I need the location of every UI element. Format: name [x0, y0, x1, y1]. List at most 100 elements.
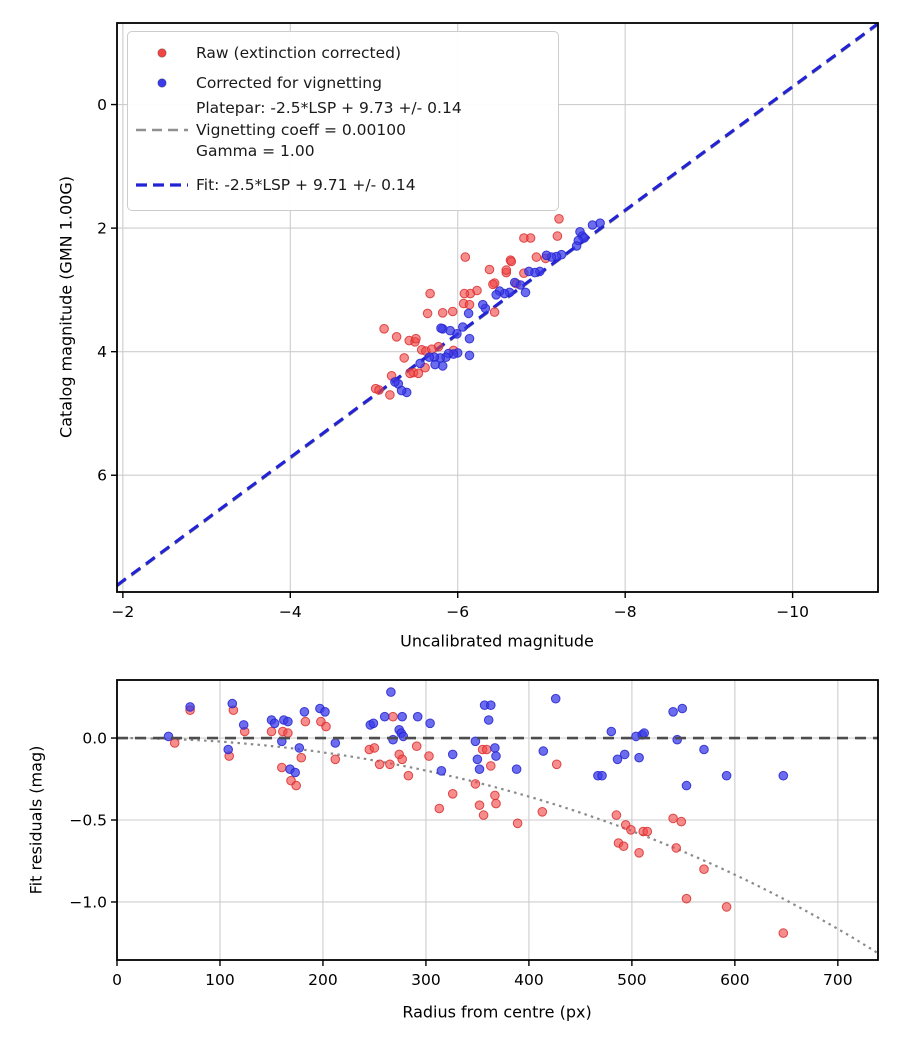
corrected-point: [283, 716, 293, 727]
raw-point: [437, 308, 448, 318]
corrected-point: [463, 308, 474, 319]
raw-point: [460, 252, 471, 262]
raw-point: [399, 353, 410, 363]
corrected-point: [227, 698, 238, 709]
raw-point: [464, 299, 475, 310]
raw-dot-icon: [136, 46, 188, 60]
bottom-y-axis-label: Fit residuals (mag): [26, 745, 46, 895]
y-tick-label: 4: [97, 343, 107, 361]
corrected-point: [571, 241, 582, 251]
legend-item-platepar: Platepar: -2.5*LSP + 9.73 +/- 0.14 Vigne…: [136, 98, 548, 163]
raw-point: [488, 279, 498, 290]
corrected-point: [509, 277, 520, 288]
gamma-value: Gamma = 1.00: [196, 142, 315, 160]
corrected-point: [677, 703, 688, 714]
corrected-point: [721, 770, 732, 781]
corrected-point: [436, 323, 446, 334]
corrected-point: [699, 744, 709, 755]
corrected-point: [436, 766, 447, 776]
corrected-point: [490, 743, 500, 753]
corrected-point: [412, 711, 423, 722]
raw-point: [422, 308, 433, 319]
fit-residuals-plot: 0 100 200 300 400 500 600 700 0.0 −0.5 −1.0: [69, 679, 879, 989]
corrected-point: [379, 711, 390, 722]
raw-point: [490, 790, 500, 801]
corrected-point: [294, 743, 305, 753]
raw-point: [425, 288, 435, 299]
y-tick-label: −0.5: [69, 812, 107, 830]
corrected-point: [398, 731, 409, 742]
raw-point: [519, 233, 529, 243]
x-tick-label: −2: [111, 603, 134, 621]
corrected-point: [330, 738, 341, 748]
corrected-dot-icon: [136, 76, 188, 90]
raw-point: [484, 264, 495, 275]
top-y-axis-label: Catalog magnitude (GMN 1.00G): [56, 176, 76, 438]
vignetting-residual-curve: [117, 736, 878, 954]
corrected-point: [320, 707, 330, 717]
corrected-point: [223, 744, 233, 755]
corrected-point: [681, 780, 692, 791]
x-tick-label: 100: [205, 971, 235, 989]
raw-point: [470, 779, 481, 789]
x-tick-label: 600: [720, 971, 750, 989]
raw-point: [447, 789, 458, 799]
raw-point: [486, 761, 496, 771]
corrected-point: [299, 707, 310, 717]
legend-label-corrected: Corrected for vignetting: [196, 74, 382, 92]
corrected-point: [483, 715, 494, 725]
corrected-point: [474, 764, 485, 775]
legend-label-platepar: Platepar: -2.5*LSP + 9.73 +/- 0.14 Vigne…: [196, 98, 462, 163]
bottom-x-axis-label: Radius from centre (px): [402, 1002, 592, 1022]
x-tick-label: 300: [411, 971, 441, 989]
raw-point: [481, 744, 492, 755]
corrected-point: [397, 711, 408, 722]
platepar-dashed-line-icon: [136, 126, 188, 134]
raw-point: [411, 333, 421, 344]
raw-point: [537, 807, 548, 817]
corrected-point: [458, 322, 468, 332]
raw-point: [459, 288, 470, 299]
raw-point: [291, 780, 302, 791]
corrected-point: [520, 287, 531, 298]
raw-point: [427, 344, 437, 355]
raw-point: [626, 825, 636, 835]
corrected-point: [668, 707, 678, 717]
raw-point: [551, 759, 562, 770]
raw-point: [552, 231, 563, 241]
raw-point: [531, 252, 542, 262]
corrected-point: [238, 720, 249, 730]
corrected-point: [472, 754, 483, 765]
corrected-point: [464, 350, 475, 361]
raw-point: [478, 810, 489, 820]
raw-point: [277, 762, 287, 773]
raw-series: [370, 214, 564, 400]
corrected-point: [464, 333, 475, 344]
corrected-point: [587, 220, 598, 230]
corrected-point: [541, 250, 552, 261]
corrected-point: [491, 290, 502, 300]
corrected-point: [390, 377, 400, 387]
corrected-point: [269, 718, 280, 729]
x-tick-label: −6: [446, 603, 469, 621]
fit-dashed-line-icon: [136, 180, 188, 190]
raw-point: [681, 893, 692, 904]
corrected-point: [639, 728, 650, 738]
corrected-point: [511, 764, 522, 775]
corrected-point: [388, 734, 398, 745]
corrected-point: [415, 358, 425, 369]
raw-point: [671, 843, 682, 853]
platepar-equation: Platepar: -2.5*LSP + 9.73 +/- 0.14: [196, 99, 462, 117]
x-tick-label: 0: [112, 971, 122, 989]
raw-point: [554, 214, 564, 224]
corrected-point: [491, 751, 501, 761]
x-tick-label: −8: [614, 603, 637, 621]
x-tick-label: −10: [776, 603, 809, 621]
y-tick-label: −1.0: [69, 893, 107, 911]
raw-point: [634, 848, 644, 858]
corrected-point: [486, 700, 496, 711]
corrected-point: [597, 770, 607, 781]
legend-label-fit: Fit: -2.5*LSP + 9.71 +/- 0.14: [196, 175, 416, 194]
raw-point: [778, 928, 789, 938]
corrected-point: [425, 718, 435, 729]
